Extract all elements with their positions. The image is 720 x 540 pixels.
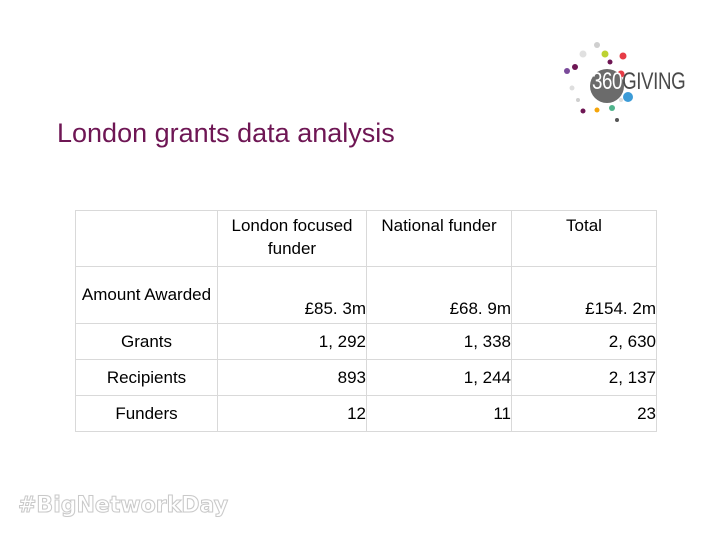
header-national-funder: National funder	[366, 210, 512, 267]
logo-circle	[590, 69, 624, 103]
cell-value: 1, 292	[217, 323, 367, 360]
table-header-row: London focused funder National funder To…	[75, 210, 657, 267]
cell-value: 1, 244	[366, 359, 512, 396]
header-total: Total	[511, 210, 657, 267]
table-row: Amount Awarded £85. 3m £68. 9m £154. 2m	[75, 266, 657, 324]
logo-wordmark: 360GIVING	[592, 68, 686, 95]
360giving-logo	[564, 42, 633, 122]
header-london-focused-funder: London focused funder	[217, 210, 367, 267]
cell-value: £154. 2m	[511, 266, 657, 324]
cell-value: 11	[366, 395, 512, 432]
table-row: Grants 1, 292 1, 338 2, 630	[75, 323, 657, 360]
row-label-funders: Funders	[75, 395, 218, 432]
hashtag-text: #BigNetworkDay	[17, 493, 229, 519]
header-empty	[75, 210, 218, 267]
logo-number: 360	[592, 68, 623, 95]
cell-value: £68. 9m	[366, 266, 512, 324]
row-label-recipients: Recipients	[75, 359, 218, 396]
table-row: Funders 12 11 23	[75, 395, 657, 432]
row-label-grants: Grants	[75, 323, 218, 360]
cell-value: 12	[217, 395, 367, 432]
cell-value: 2, 137	[511, 359, 657, 396]
logo-word: GIVING	[622, 68, 686, 95]
cell-value: 1, 338	[366, 323, 512, 360]
cell-value: 2, 630	[511, 323, 657, 360]
page-title: London grants data analysis	[57, 118, 395, 148]
cell-value: £85. 3m	[217, 266, 367, 324]
grants-table: London focused funder National funder To…	[75, 210, 657, 432]
row-label-amount-awarded: Amount Awarded	[75, 266, 218, 324]
cell-value: 23	[511, 395, 657, 432]
table-row: Recipients 893 1, 244 2, 137	[75, 359, 657, 396]
cell-value: 893	[217, 359, 367, 396]
